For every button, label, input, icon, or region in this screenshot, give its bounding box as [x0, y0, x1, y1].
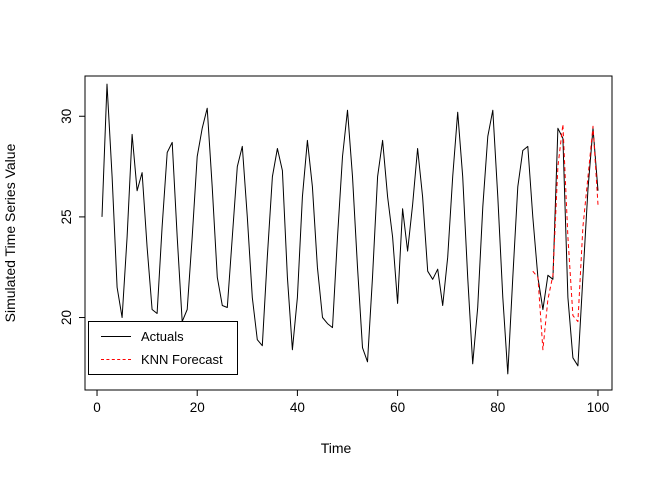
- svg-text:100: 100: [587, 400, 610, 415]
- svg-text:20: 20: [59, 310, 74, 325]
- svg-text:30: 30: [59, 109, 74, 124]
- svg-text:80: 80: [490, 400, 505, 415]
- actuals-line-swatch: [101, 336, 131, 338]
- legend-item-forecast: KNN Forecast: [101, 352, 237, 367]
- legend-label-actuals: Actuals: [141, 329, 184, 345]
- forecast-line-swatch: [101, 358, 131, 360]
- svg-text:0: 0: [93, 400, 101, 415]
- legend-item-actuals: Actuals: [101, 329, 237, 344]
- svg-text:60: 60: [390, 400, 405, 415]
- svg-text:40: 40: [290, 400, 305, 415]
- svg-text:25: 25: [59, 209, 74, 224]
- legend-label-forecast: KNN Forecast: [141, 351, 223, 367]
- x-axis-label: Time: [320, 440, 352, 456]
- legend: Actuals KNN Forecast: [88, 321, 238, 375]
- y-axis-label: Simulated Time Series Value: [2, 143, 18, 323]
- svg-text:20: 20: [190, 400, 205, 415]
